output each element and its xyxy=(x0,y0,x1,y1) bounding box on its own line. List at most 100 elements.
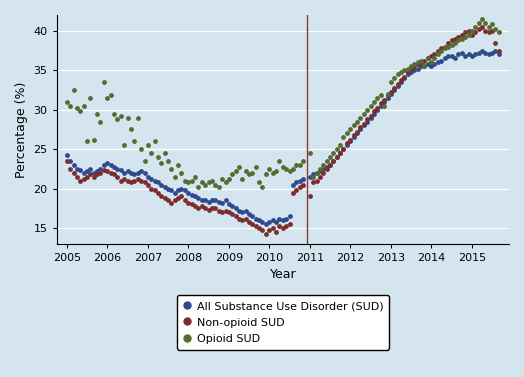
Point xyxy=(417,63,425,69)
Point xyxy=(201,198,210,204)
Point xyxy=(214,184,223,190)
Point xyxy=(63,152,71,158)
Point xyxy=(464,28,473,34)
Point xyxy=(211,182,220,188)
Point xyxy=(66,166,74,172)
Point xyxy=(488,28,496,34)
Point xyxy=(258,219,267,225)
Point xyxy=(353,129,362,135)
Point xyxy=(366,113,375,119)
Point xyxy=(417,58,425,64)
Point xyxy=(437,58,445,64)
Point xyxy=(242,216,250,222)
Point xyxy=(410,61,419,67)
Point xyxy=(495,51,503,57)
Point xyxy=(296,162,304,168)
Point xyxy=(161,150,169,156)
Point xyxy=(366,115,375,121)
Point xyxy=(157,182,166,188)
Point xyxy=(174,187,182,193)
Point xyxy=(228,203,236,209)
Point xyxy=(214,199,223,205)
Point xyxy=(120,142,128,148)
Point xyxy=(66,103,74,109)
Point xyxy=(191,203,199,209)
Point xyxy=(110,164,118,170)
Point xyxy=(434,59,442,65)
Point xyxy=(471,29,479,35)
Point xyxy=(157,160,166,166)
Point xyxy=(447,37,456,43)
Point xyxy=(106,170,115,176)
Point xyxy=(414,61,422,67)
Point xyxy=(120,176,128,182)
Point xyxy=(110,172,118,178)
Point xyxy=(488,50,496,56)
Point xyxy=(208,178,216,184)
Point xyxy=(103,160,112,166)
Point xyxy=(265,166,274,172)
Point xyxy=(262,172,270,178)
Point xyxy=(309,172,317,178)
Point xyxy=(106,162,115,168)
Point xyxy=(316,166,324,172)
Point xyxy=(376,100,385,106)
Point xyxy=(329,158,337,164)
Point xyxy=(73,105,81,111)
Point xyxy=(120,170,128,176)
Point xyxy=(258,184,267,190)
Point xyxy=(262,231,270,237)
Point xyxy=(184,190,192,196)
Point xyxy=(350,132,358,138)
Point xyxy=(70,162,78,168)
Point xyxy=(103,95,112,101)
Point xyxy=(481,50,489,56)
Point xyxy=(258,227,267,233)
Point xyxy=(373,107,381,113)
Point xyxy=(441,44,449,50)
Point xyxy=(461,53,469,59)
Point xyxy=(171,190,179,196)
Point xyxy=(161,195,169,201)
Point xyxy=(167,200,176,206)
Point xyxy=(272,168,280,174)
Point xyxy=(116,178,125,184)
Point xyxy=(140,170,149,176)
Point xyxy=(350,123,358,129)
Point xyxy=(130,178,139,184)
Point xyxy=(485,51,493,57)
Point xyxy=(434,51,442,57)
Point xyxy=(268,170,277,176)
Point xyxy=(424,61,432,67)
Point xyxy=(457,32,466,38)
Point xyxy=(471,24,479,30)
Point xyxy=(93,110,101,116)
Point xyxy=(161,184,169,190)
Point xyxy=(467,28,476,34)
Point xyxy=(188,178,196,184)
Point xyxy=(380,99,388,105)
Point xyxy=(134,170,142,176)
Point xyxy=(390,84,398,90)
Point xyxy=(282,224,290,230)
Point xyxy=(265,227,274,233)
Point xyxy=(63,99,71,105)
Point xyxy=(464,32,473,38)
Point xyxy=(275,158,283,164)
Point xyxy=(444,40,452,46)
Point xyxy=(93,172,101,178)
Point xyxy=(387,79,395,85)
Point xyxy=(73,166,81,172)
Point xyxy=(268,225,277,231)
Point xyxy=(454,34,463,40)
Point xyxy=(414,66,422,72)
Point xyxy=(83,174,91,180)
Point xyxy=(437,48,445,54)
Point xyxy=(363,116,372,122)
Point xyxy=(90,136,98,143)
Point xyxy=(248,170,256,176)
Point xyxy=(235,216,243,222)
Point xyxy=(80,170,88,176)
Point xyxy=(390,87,398,93)
Point xyxy=(272,229,280,235)
